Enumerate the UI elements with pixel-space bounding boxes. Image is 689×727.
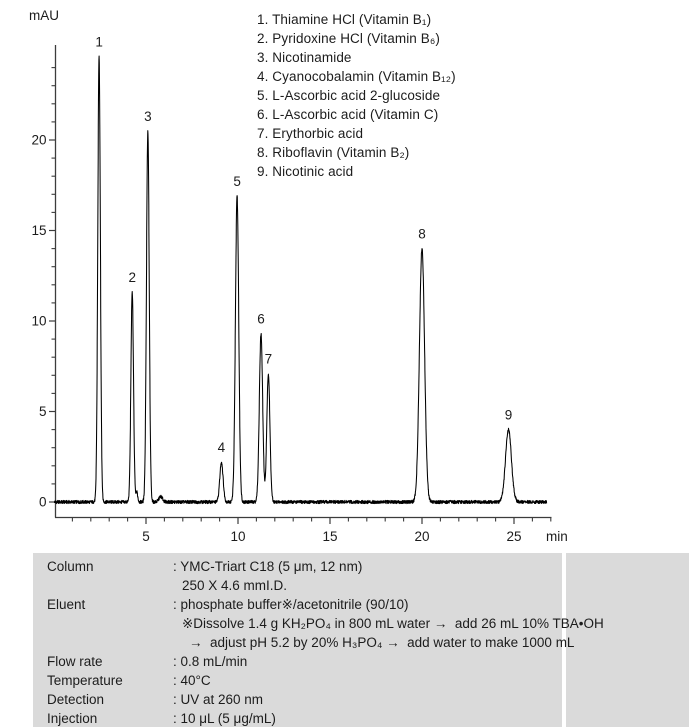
legend-item: 4. Cyanocobalamin (Vitamin B₁₂) xyxy=(257,69,456,84)
condition-line: ※Dissolve 1.4 g KH₂PO₄ in 800 mL water →… xyxy=(182,616,604,631)
condition-value: : phosphate buffer※/acetonitrile (90/10)… xyxy=(173,595,689,652)
legend-item: 3. Nicotinamide xyxy=(257,50,352,65)
condition-label: Column xyxy=(47,559,94,574)
legend-item: 5. L-Ascorbic acid 2-glucoside xyxy=(257,88,441,103)
signal-trace xyxy=(54,55,548,505)
condition-value: : YMC-Triart C18 (5 μm, 12 nm) 250 X 4.6… xyxy=(173,557,689,595)
x-axis-unit-label: min xyxy=(546,529,568,544)
condition-row-eluent: Eluent : phosphate buffer※/acetonitrile … xyxy=(47,595,689,652)
peak-label-6: 6 xyxy=(257,312,265,327)
legend-item: 6. L-Ascorbic acid (Vitamin C) xyxy=(257,107,439,122)
peak-label-5: 5 xyxy=(233,174,241,189)
panel-seam xyxy=(562,553,566,727)
svg-text:15: 15 xyxy=(322,529,337,544)
condition-line: : 0.8 mL/min xyxy=(173,654,248,669)
svg-text:5: 5 xyxy=(142,529,150,544)
svg-text:10: 10 xyxy=(31,314,46,329)
peak-label-4: 4 xyxy=(218,440,226,455)
y-axis-unit-label: mAU xyxy=(29,8,59,23)
legend-item: 7. Erythorbic acid xyxy=(257,126,364,141)
peak-label-8: 8 xyxy=(418,227,426,242)
svg-text:10: 10 xyxy=(230,529,245,544)
condition-line: → adjust pH 5.2 by 20% H₃PO₄ → add water… xyxy=(189,635,575,650)
svg-text:15: 15 xyxy=(31,223,46,238)
legend-item: 8. Riboflavin (Vitamin B₂) xyxy=(257,145,410,160)
svg-text:0: 0 xyxy=(39,495,47,510)
peak-label-7: 7 xyxy=(265,351,273,366)
condition-line: : UV at 260 nm xyxy=(173,692,264,707)
peak-label-2: 2 xyxy=(128,270,136,285)
peak-legend: 1. Thiamine HCl (Vitamin B₁) 2. Pyridoxi… xyxy=(257,10,456,181)
peak-number-labels: 1 2 3 4 5 6 7 8 9 xyxy=(95,35,512,455)
svg-text:25: 25 xyxy=(506,529,521,544)
legend-item: 9. Nicotinic acid xyxy=(257,164,354,179)
svg-text:20: 20 xyxy=(414,529,429,544)
svg-text:5: 5 xyxy=(39,404,47,419)
legend-item: 1. Thiamine HCl (Vitamin B₁) xyxy=(257,12,432,27)
condition-line: : 40°C xyxy=(173,673,211,688)
condition-row-flow-rate: Flow rate : 0.8 mL/min xyxy=(47,652,689,671)
legend-item: 2. Pyridoxine HCl (Vitamin B₆) xyxy=(257,31,441,46)
condition-label: Flow rate xyxy=(47,654,103,669)
condition-value: : 10 μL (5 μg/mL) xyxy=(173,709,689,727)
condition-row-temperature: Temperature : 40°C xyxy=(47,671,689,690)
condition-line: 250 X 4.6 mmI.D. xyxy=(182,578,288,593)
condition-line: : 10 μL (5 μg/mL) xyxy=(173,711,276,726)
peak-label-1: 1 xyxy=(95,35,103,50)
axis-ticks xyxy=(49,67,552,524)
method-conditions-panel: Column : YMC-Triart C18 (5 μm, 12 nm) 25… xyxy=(33,553,689,727)
condition-label: Eluent xyxy=(47,597,86,612)
condition-line: : YMC-Triart C18 (5 μm, 12 nm) xyxy=(173,559,363,574)
condition-row-injection: Injection : 10 μL (5 μg/mL) xyxy=(47,709,689,727)
condition-row-detection: Detection : UV at 260 nm xyxy=(47,690,689,709)
condition-value: : 0.8 mL/min xyxy=(173,652,689,671)
condition-value: : UV at 260 nm xyxy=(173,690,689,709)
svg-text:20: 20 xyxy=(31,133,46,148)
condition-value: : 40°C xyxy=(173,671,689,690)
condition-label: Injection xyxy=(47,711,98,726)
condition-label: Temperature xyxy=(47,673,123,688)
peak-label-9: 9 xyxy=(505,408,513,423)
condition-label: Detection xyxy=(47,692,105,707)
peak-label-3: 3 xyxy=(144,109,152,124)
condition-row-column: Column : YMC-Triart C18 (5 μm, 12 nm) 25… xyxy=(47,557,689,595)
condition-line: : phosphate buffer※/acetonitrile (90/10) xyxy=(173,597,409,612)
axes xyxy=(54,45,552,519)
chromatogram-plot: 0 5 10 15 20 5 10 15 20 25 mAU min 1 2 3 4 5 6 7 8 9 xyxy=(29,8,568,544)
